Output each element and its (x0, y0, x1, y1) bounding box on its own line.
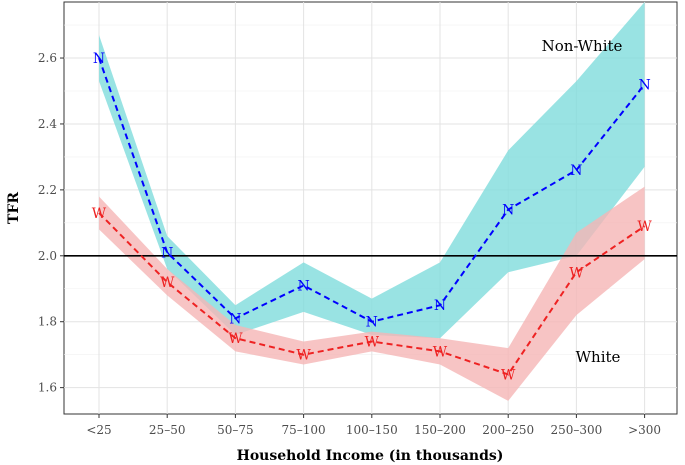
x-tick-label: <25 (86, 423, 111, 437)
data-point-n: N (93, 51, 105, 67)
x-axis-ticks: <25 25–50 50–75 75–100 100–150 150–200 200–250… (86, 414, 661, 437)
data-point-w: W (433, 344, 448, 360)
series-line-n (98, 57, 646, 323)
data-point-w: W (228, 331, 243, 347)
data-point-n: N (434, 298, 446, 314)
x-tick-label: 75–100 (282, 423, 326, 437)
y-tick-label: 1.8 (38, 315, 57, 329)
y-tick-label: 2.6 (38, 51, 57, 65)
x-tick-label: 25–50 (149, 423, 186, 437)
confidence-band-n (99, 2, 645, 339)
data-point-n: N (161, 245, 173, 261)
data-point-w: W (501, 367, 516, 383)
data-point-n: N (297, 278, 309, 294)
x-tick-label: 100–150 (346, 423, 398, 437)
data-point-n: N (229, 311, 241, 327)
y-axis-ticks: 1.6 1.8 2.0 2.2 2.4 2.6 (38, 51, 64, 395)
data-point-n: N (638, 77, 650, 93)
x-tick-label: 200–250 (482, 423, 534, 437)
data-point-n: N (366, 315, 378, 331)
y-tick-label: 2.2 (38, 183, 57, 197)
x-tick-label: 50–75 (217, 423, 254, 437)
data-point-w: W (637, 219, 652, 235)
annotation-white: White (576, 348, 621, 366)
y-tick-label: 1.6 (38, 381, 57, 395)
confidence-band-w (99, 186, 645, 401)
data-point-w: W (92, 206, 107, 222)
x-axis-title: Household Income (in thousands) (237, 448, 504, 464)
data-point-n: N (502, 203, 514, 219)
series-lines (98, 57, 646, 376)
y-axis-title: TFR (6, 192, 22, 224)
confidence-bands (99, 2, 645, 401)
data-point-w: W (160, 275, 175, 291)
annotation-non-white: Non-White (542, 37, 623, 55)
x-tick-label: >300 (628, 423, 661, 437)
data-point-n: N (570, 163, 582, 179)
data-point-w: W (296, 348, 311, 364)
x-tick-label: 150–200 (414, 423, 466, 437)
data-point-w: W (365, 334, 380, 350)
y-tick-label: 2.4 (38, 117, 57, 131)
y-tick-label: 2.0 (38, 249, 57, 263)
series-line-w (98, 212, 646, 376)
data-point-w: W (569, 265, 584, 281)
x-tick-label: 250–300 (550, 423, 602, 437)
